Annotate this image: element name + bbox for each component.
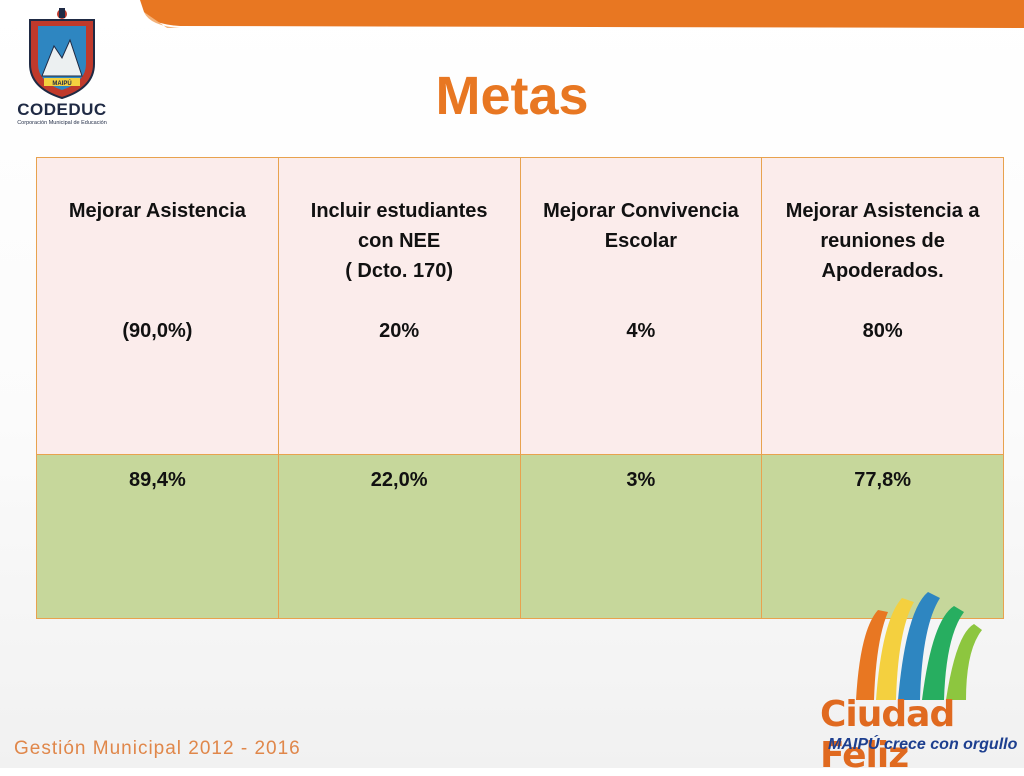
goal-target: 20% [379, 320, 420, 342]
goal-cell-coexistence: Mejorar Convivencia Escolar 4% [519, 157, 763, 455]
result-cell: 22,0% [277, 454, 521, 619]
goal-cell-attendance: Mejorar Asistencia (90,0%) [36, 157, 279, 455]
codeduc-subtitle: Corporación Municipal de Educación [17, 120, 107, 126]
ciudad-feliz-logo: Ciudad Feliz MAIPÚ crece con orgullo [816, 590, 1020, 776]
goal-target: 4% [626, 320, 656, 342]
goal-label: Mejorar Asistencia a [785, 200, 980, 222]
goal-label: reuniones de [820, 230, 945, 252]
goal-label: con NEE [358, 230, 441, 252]
footer-text: Gestión Municipal 2012 - 2016 [14, 738, 301, 759]
goal-label: Incluir estudiantes [310, 200, 488, 222]
result-cell: 3% [519, 454, 763, 619]
goal-target: (90,0%) [122, 320, 193, 342]
goal-cell-inclusion: Incluir estudiantes con NEE ( Dcto. 170)… [277, 157, 521, 455]
codeduc-name: CODEDUC [17, 100, 107, 119]
slide-title: Metas [435, 66, 589, 126]
ciudad-feliz-tagline: MAIPÚ crece con orgullo [828, 736, 1018, 753]
top-orange-bar [140, 0, 1024, 28]
shield-icon: MAIPÚ [29, 8, 95, 100]
goal-label: ( Dcto. 170) [345, 260, 454, 282]
goal-label: Mejorar Convivencia [543, 200, 739, 222]
ciudad-feliz-name: Ciudad Feliz [820, 694, 955, 776]
goal-cell-parent-meetings: Mejorar Asistencia a reuniones de Apoder… [761, 157, 1004, 455]
goal-label: Mejorar Asistencia [68, 200, 246, 222]
emblem-text: MAIPÚ [52, 80, 71, 87]
goal-target: 80% [862, 320, 903, 342]
goal-label: Apoderados. [821, 260, 944, 282]
result-cell: 77,8% [761, 454, 1004, 619]
result-row: 89,4% 22,0% 3% 77,8% [36, 454, 1004, 619]
goal-label: Escolar [604, 230, 677, 252]
codeduc-logo: MAIPÚ CODEDUC Corporación Municipal de E… [12, 6, 112, 128]
result-cell: 89,4% [36, 454, 279, 619]
city-stripes-icon [856, 592, 982, 700]
goal-row: Mejorar Asistencia (90,0%) Incluir estud… [36, 157, 1004, 455]
goals-table: Mejorar Asistencia (90,0%) Incluir estud… [36, 157, 1004, 619]
